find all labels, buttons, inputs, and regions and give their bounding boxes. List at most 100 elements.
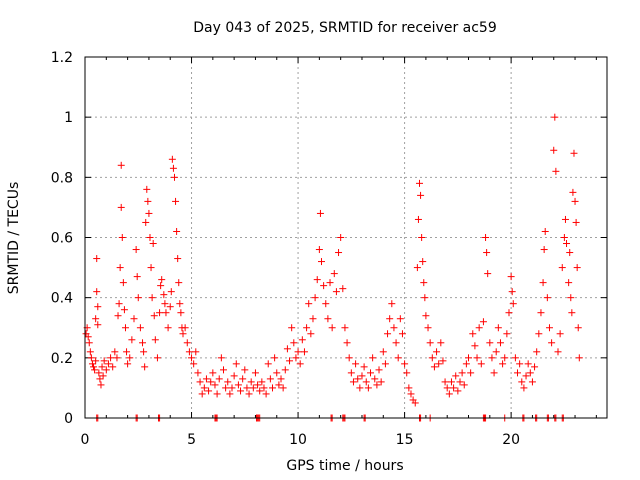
data-point [569, 188, 577, 196]
data-point [309, 315, 317, 323]
data-point [499, 360, 507, 368]
data-point [149, 240, 157, 248]
data-point [545, 324, 553, 332]
chart-title: Day 043 of 2025, SRMTID for receiver ac5… [193, 20, 497, 36]
data-point [565, 279, 573, 287]
data-point [133, 273, 141, 281]
data-point [548, 339, 556, 347]
data-point [87, 354, 95, 362]
data-point [164, 324, 172, 332]
data-point [381, 360, 389, 368]
data-point [262, 390, 270, 398]
data-point [174, 255, 182, 263]
data-point [258, 378, 266, 386]
data-point [390, 324, 398, 332]
data-point [540, 246, 548, 254]
x-tick-label: 15 [396, 432, 414, 448]
data-point [268, 384, 276, 392]
data-point [343, 339, 351, 347]
data-point [447, 378, 455, 386]
data-point [175, 279, 183, 287]
data-point [520, 384, 528, 392]
data-point [130, 315, 138, 323]
data-point [86, 348, 94, 356]
data-point [437, 339, 445, 347]
data-point [439, 357, 447, 365]
data-point [324, 315, 332, 323]
data-point [198, 390, 206, 398]
data-point [514, 369, 522, 377]
data-point [475, 324, 483, 332]
data-point [215, 375, 223, 383]
x-axis-label: GPS time / hours [286, 458, 403, 474]
data-point [528, 378, 536, 386]
data-point [407, 390, 415, 398]
data-point [543, 294, 551, 302]
data-point [518, 378, 526, 386]
data-point [337, 234, 345, 241]
data-point [507, 273, 515, 281]
data-point [484, 270, 492, 278]
data-point [275, 381, 283, 389]
data-point [460, 381, 468, 389]
data-point [462, 360, 470, 368]
data-point [554, 348, 562, 356]
data-point [298, 336, 306, 344]
y-tick-label: 1 [64, 110, 73, 126]
data-point [362, 378, 370, 386]
data-point [120, 306, 128, 314]
data-point [107, 354, 115, 362]
data-point [560, 234, 568, 241]
data-point [158, 276, 166, 284]
data-point [373, 381, 381, 389]
data-point [234, 381, 242, 389]
data-point [524, 360, 532, 368]
data-point [414, 215, 422, 223]
data-point [142, 218, 150, 226]
data-point [313, 276, 321, 284]
data-point [551, 113, 559, 121]
data-point [190, 360, 198, 368]
data-point [192, 348, 200, 356]
data-point [379, 348, 387, 356]
data-point [294, 348, 302, 356]
data-point [207, 378, 215, 386]
data-point [232, 360, 240, 368]
data-point [533, 348, 541, 356]
data-point [458, 369, 466, 377]
data-point [117, 161, 125, 169]
data-point [161, 300, 169, 308]
data-point [121, 324, 129, 332]
data-point [100, 357, 108, 365]
data-point [566, 249, 574, 257]
x-tick-label: 5 [187, 432, 196, 448]
data-point [413, 264, 421, 272]
data-point [200, 384, 208, 392]
data-point [315, 246, 323, 254]
data-point [339, 285, 347, 293]
data-point [281, 366, 289, 374]
data-point [93, 288, 101, 296]
data-point [273, 369, 281, 377]
data-point [398, 330, 406, 338]
data-point [496, 339, 504, 347]
y-axis-label: SRMTID / TECUs [6, 182, 22, 295]
data-point [473, 354, 481, 362]
data-point [202, 375, 210, 383]
data-point [479, 318, 487, 326]
y-tick-label: 1.2 [51, 50, 73, 66]
data-point [445, 390, 453, 398]
data-point [84, 333, 92, 341]
data-point [354, 375, 362, 383]
data-point [188, 354, 196, 362]
data-point [405, 384, 413, 392]
data-point [296, 360, 304, 368]
data-point [99, 372, 107, 380]
data-point [118, 234, 126, 241]
x-tick-label: 20 [502, 432, 520, 448]
data-point [392, 339, 400, 347]
data-point [541, 227, 549, 235]
data-point [277, 375, 285, 383]
data-point [146, 234, 154, 241]
